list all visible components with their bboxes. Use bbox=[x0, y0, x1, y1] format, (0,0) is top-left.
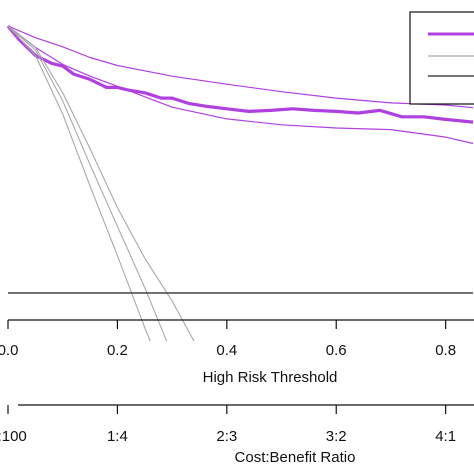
secondary-tick-label: 3:2 bbox=[326, 428, 347, 445]
x-tick-label: 0.6 bbox=[326, 342, 347, 359]
legend-frame bbox=[409, 11, 474, 105]
x-tick-label: 0.8 bbox=[435, 342, 456, 359]
x-axis-title: High Risk Threshold bbox=[203, 369, 338, 386]
secondary-tick-label: 2:3 bbox=[216, 428, 237, 445]
x-axis-ticks: 0.0 0.2 0.4 0.6 0.8 bbox=[0, 320, 456, 359]
secondary-axis-ticks: 1:100 1:4 2:3 3:2 4:1 bbox=[0, 405, 456, 445]
series-line-model bbox=[6, 24, 474, 124]
series-line-all-3 bbox=[7, 25, 195, 342]
x-tick-label: 0.4 bbox=[216, 342, 237, 359]
x-tick-label: 0.0 bbox=[0, 342, 18, 359]
series-line-model-upper bbox=[7, 25, 474, 109]
secondary-tick-label: 1:4 bbox=[107, 428, 128, 445]
series-line-all-2 bbox=[7, 25, 168, 342]
legend-box bbox=[409, 11, 474, 105]
series-line-all-1 bbox=[7, 25, 151, 342]
secondary-tick-label: 4:1 bbox=[435, 428, 456, 445]
secondary-tick-label: 1:100 bbox=[0, 428, 27, 445]
series-line-model-lower bbox=[7, 25, 474, 145]
curves-layer bbox=[6, 24, 474, 342]
x-tick-label: 0.2 bbox=[107, 342, 128, 359]
secondary-axis-title: Cost:Benefit Ratio bbox=[235, 449, 356, 466]
